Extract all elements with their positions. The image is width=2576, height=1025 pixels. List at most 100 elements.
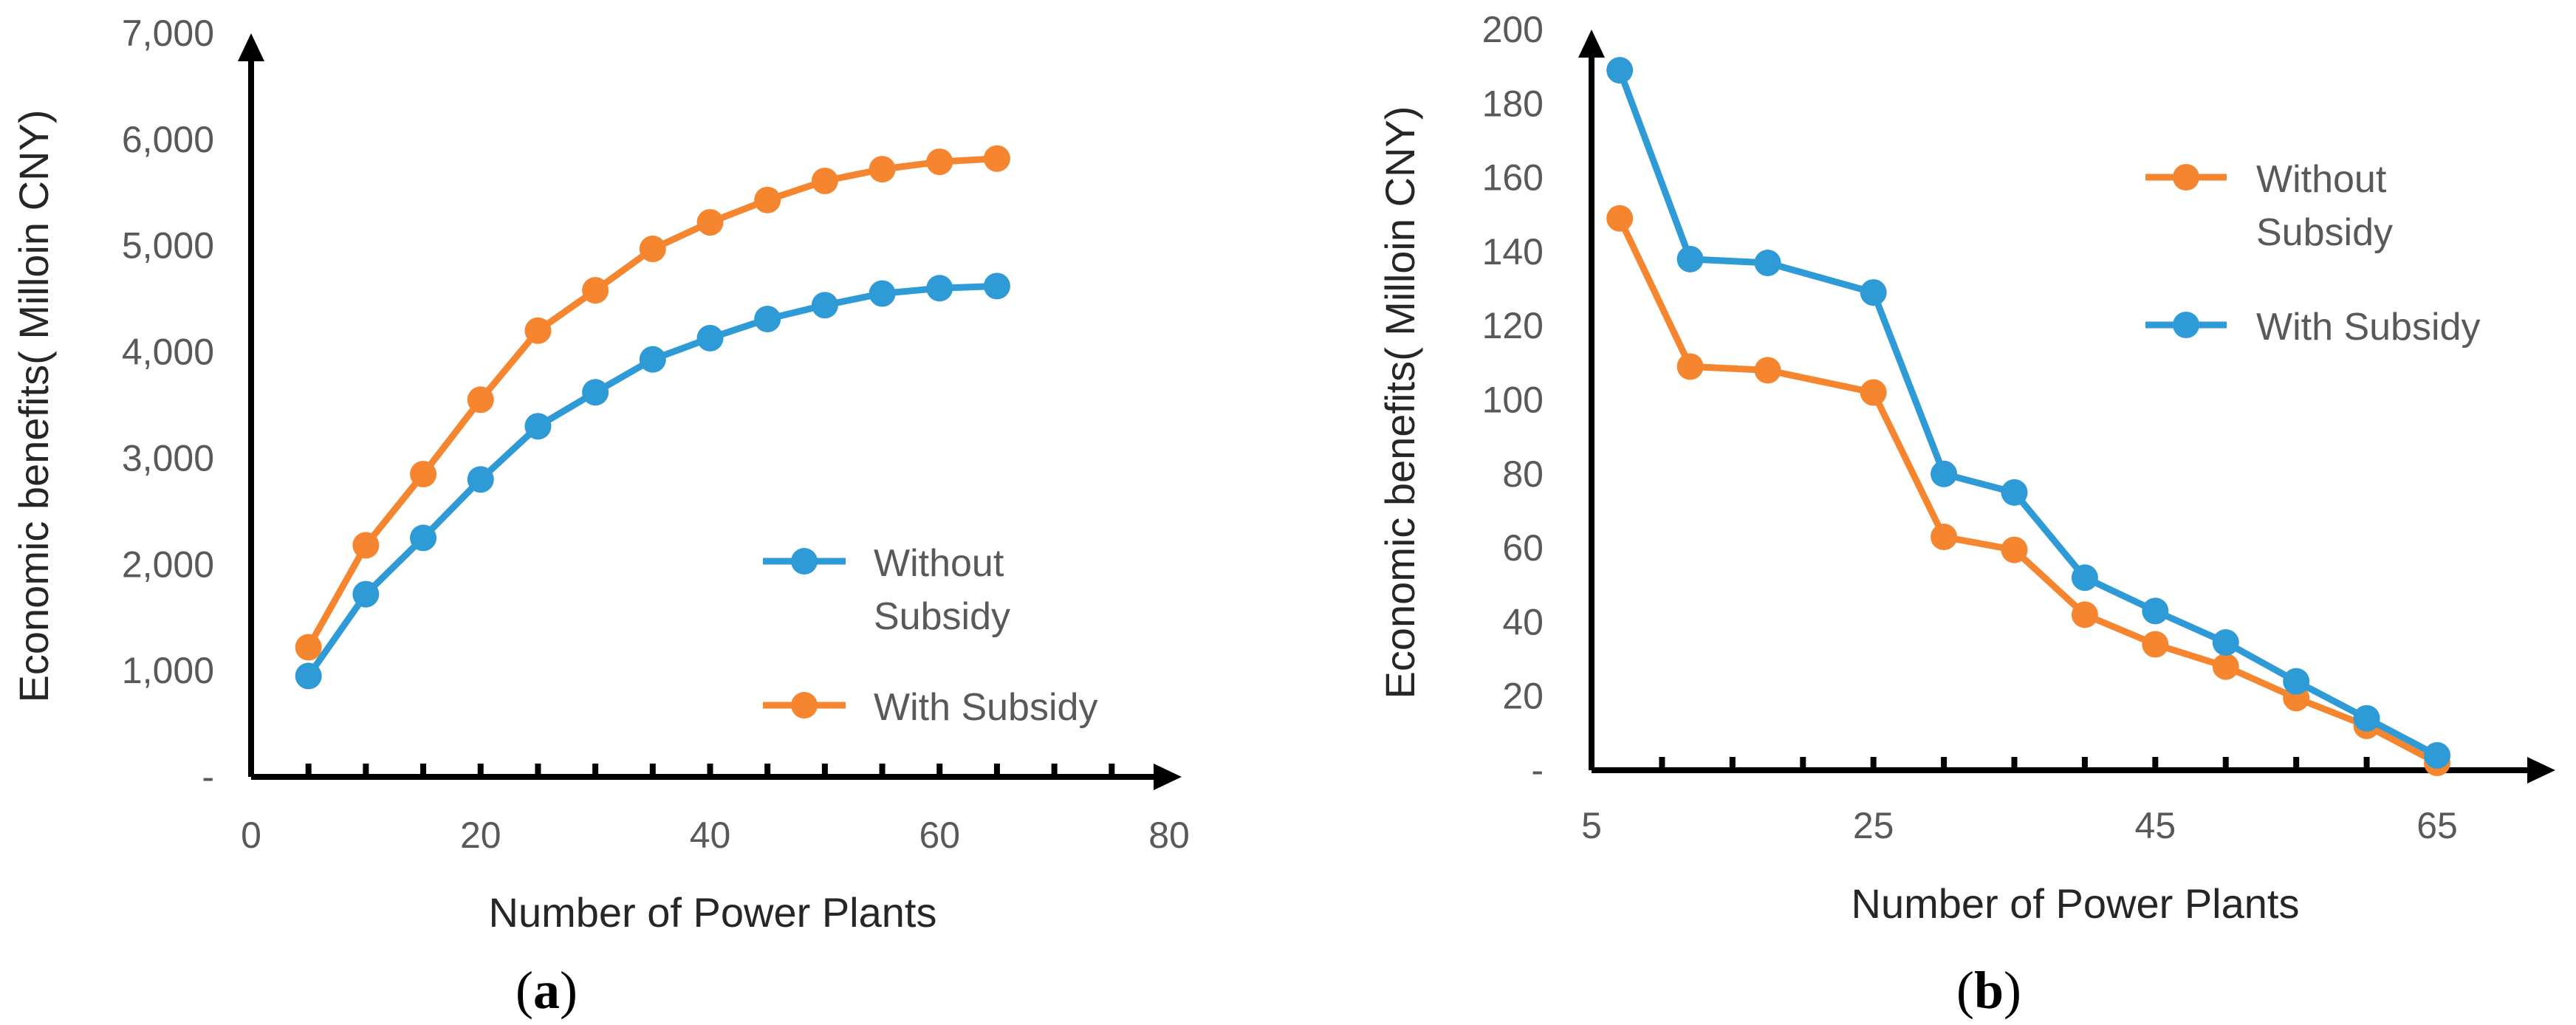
y-tick-label: 160: [1482, 157, 1544, 199]
series-0-point: [696, 324, 724, 352]
series-1-point: [926, 148, 953, 176]
series-0-point: [1606, 205, 1634, 232]
y-tick-label: -: [202, 756, 214, 798]
y-tick-label: 4,000: [122, 332, 214, 373]
y-tick-label: 5,000: [122, 225, 214, 267]
series-1-point: [2353, 705, 2380, 732]
y-tick-label: 7,000: [122, 13, 214, 54]
chart-panel-a: 0 20 40 60 80 - 1,000 2,000 3,000 4,000 5,000 6,000…: [10, 13, 1190, 936]
series-1-point: [869, 156, 896, 183]
legend-marker-1: [2173, 312, 2199, 338]
y-tick-label: 60: [1502, 527, 1544, 569]
y-axis-arrowhead: [238, 33, 264, 61]
y-tick-label: 100: [1482, 380, 1544, 421]
series-1-point: [2071, 564, 2098, 592]
panel-label-b-letter: b: [1974, 961, 2004, 1020]
x-axis-title: Number of Power Plants: [489, 889, 937, 936]
series-0-point: [1931, 524, 1958, 551]
series-0-point: [410, 524, 437, 552]
x-axis-arrowhead: [2527, 757, 2555, 784]
series-0-point: [926, 275, 953, 302]
x-axis-arrowhead: [1154, 764, 1182, 790]
series-0-point: [582, 379, 609, 406]
series-0-point: [1754, 357, 1781, 384]
y-tick-label: 180: [1482, 83, 1544, 124]
legend-marker-0: [791, 548, 818, 575]
y-tick-label: 120: [1482, 305, 1544, 346]
y-axis-arrowhead: [1578, 30, 1605, 58]
series-0-point: [869, 280, 896, 307]
x-axis-title: Number of Power Plants: [1852, 880, 2300, 927]
panel-label-a-letter: a: [533, 961, 560, 1020]
series-1-point: [582, 277, 609, 304]
panel-label-a-open: (: [515, 961, 533, 1020]
y-tick-label: 80: [1502, 453, 1544, 495]
series-1-point: [696, 209, 724, 236]
series-1-point: [811, 167, 838, 194]
x-tick-label: 45: [2135, 805, 2176, 846]
series-1-point: [352, 532, 380, 559]
legend-label-1: With Subsidy: [874, 686, 1097, 729]
series-0-point: [467, 466, 494, 493]
series-1-point: [754, 186, 781, 213]
series-0-point: [639, 346, 666, 373]
legend-label-0: Without: [2256, 158, 2387, 201]
x-tick-label: 60: [919, 815, 960, 856]
panel-label-b: (b): [1956, 961, 2021, 1020]
y-tick-label: -: [1531, 750, 1544, 791]
series-0-point: [524, 413, 552, 440]
series-1-point: [639, 236, 666, 263]
series-0-point: [1676, 353, 1704, 380]
series-1-point: [1931, 460, 1958, 487]
y-tick-label: 140: [1482, 231, 1544, 272]
series-0-point: [295, 662, 322, 690]
y-axis-title: Economic benefits( Milloin CNY): [1377, 106, 1423, 699]
series-1-point: [2424, 741, 2450, 769]
series-0-point: [2001, 536, 2028, 563]
legend-label-0: Subsidy: [2256, 211, 2393, 254]
y-tick-label: 3,000: [122, 437, 214, 479]
panel-label-b-close: ): [2004, 961, 2021, 1020]
chart-panel-b: 5 25 45 65 - 20 40 60 80 100 120 140 160 180 200 Number…: [1377, 9, 2555, 927]
series-0-point: [352, 580, 380, 608]
series-1-point: [983, 145, 1010, 172]
panel-label-a-close: ): [560, 961, 578, 1020]
y-tick-label: 2,000: [122, 544, 214, 585]
series-line-0: [1617, 216, 2439, 766]
series-1-point: [295, 634, 322, 661]
y-tick-label: 1,000: [122, 650, 214, 691]
series-1-point: [1754, 249, 1781, 276]
panel-label-b-open: (: [1956, 961, 1974, 1020]
x-tick-label: 40: [690, 815, 731, 856]
series-0-point: [983, 272, 1010, 300]
y-axis-title: Economic benefits( Milloin CNY): [10, 110, 57, 703]
series-1-point: [2142, 597, 2169, 625]
series-0-point: [2212, 653, 2239, 680]
series-0-point: [754, 305, 781, 332]
y-tick-label: 20: [1502, 676, 1544, 717]
series-1-point: [2283, 668, 2310, 695]
series-1-point: [410, 461, 437, 488]
series-0-point: [1860, 379, 1887, 406]
x-tick-label: 0: [241, 815, 261, 856]
panel-label-a: (a): [515, 961, 578, 1020]
y-tick-label: 6,000: [122, 119, 214, 160]
series-1-point: [2001, 479, 2028, 506]
series-0-point: [811, 292, 838, 319]
y-tick-label: 200: [1482, 9, 1544, 50]
y-tick-label: 40: [1502, 601, 1544, 642]
x-tick-label: 5: [1581, 805, 1602, 846]
x-tick-label: 80: [1148, 815, 1190, 856]
x-tick-label: 20: [460, 815, 501, 856]
legend-marker-0: [2173, 164, 2199, 191]
series-1-point: [1606, 57, 1634, 84]
legend-label-1: With Subsidy: [2256, 306, 2480, 349]
series-0-point: [2071, 601, 2098, 628]
legend-label-0: Without: [874, 542, 1004, 585]
legend-label-0: Subsidy: [874, 595, 1010, 638]
series-1-point: [1860, 279, 1887, 306]
legend-marker-1: [791, 692, 818, 719]
series-1-point: [467, 386, 494, 414]
series-1-point: [2212, 628, 2239, 656]
